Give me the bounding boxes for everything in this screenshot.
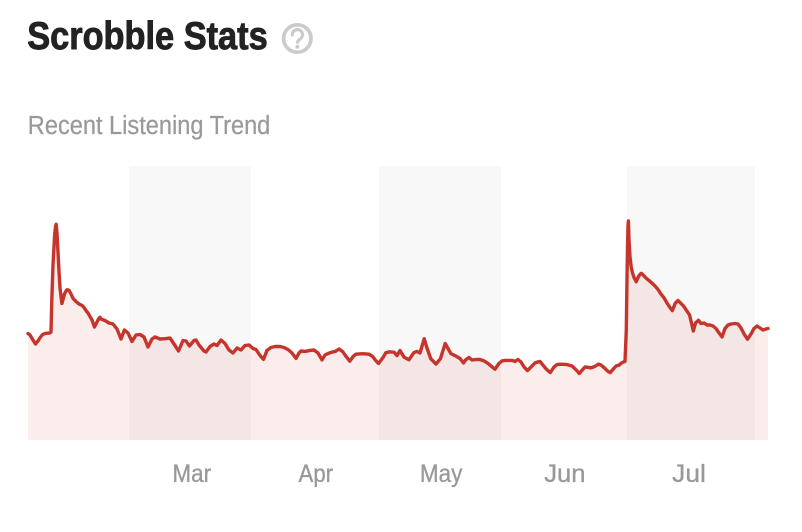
svg-text:May: May (420, 460, 463, 488)
svg-text:Mar: Mar (173, 460, 212, 488)
svg-text:Jun: Jun (544, 460, 585, 488)
svg-text:Apr: Apr (299, 460, 334, 488)
svg-text:Scrobble Stats: Scrobble Stats (27, 15, 268, 58)
svg-text:Jul: Jul (672, 460, 706, 488)
svg-text:Recent Listening Trend: Recent Listening Trend (28, 112, 270, 140)
